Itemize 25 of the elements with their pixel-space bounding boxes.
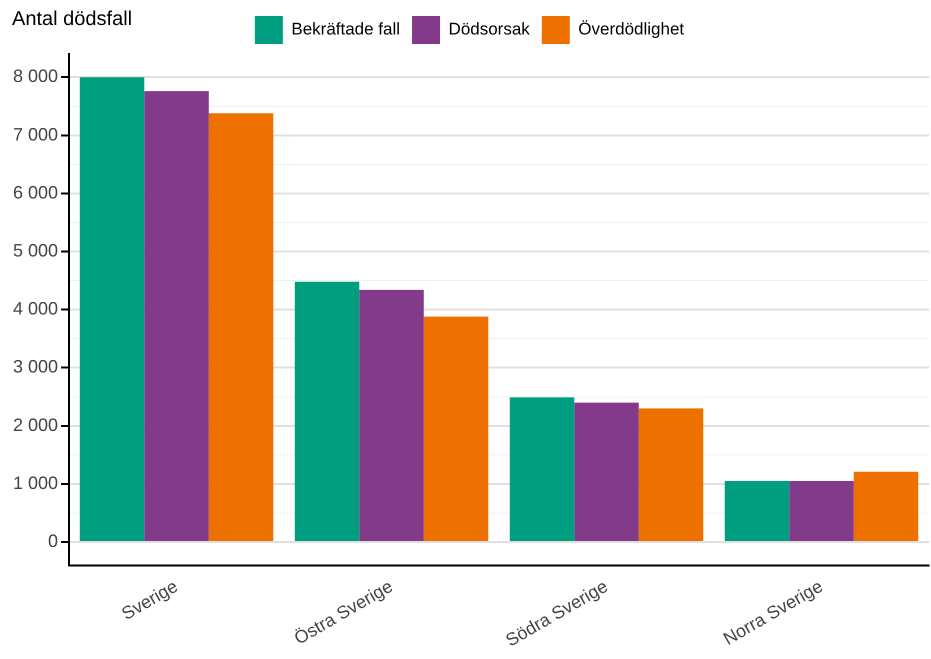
y-tick-label: 4 000 (12, 298, 58, 319)
legend-label: Överdödlighet (578, 20, 684, 39)
bar (294, 282, 360, 542)
y-tick-label: 2 000 (12, 414, 58, 435)
y-axis-title: Antal dödsfall (12, 8, 132, 31)
bar (80, 77, 144, 542)
bar (144, 91, 209, 542)
bar (574, 402, 639, 542)
bar (359, 290, 424, 542)
y-tick-label: 1 000 (12, 472, 58, 493)
y-tick-label: 7 000 (12, 124, 58, 144)
legend-label: Dödsorsak (448, 20, 530, 39)
bar (424, 316, 488, 542)
bar (510, 397, 574, 542)
y-tick-label: 8 000 (12, 66, 58, 86)
bar (208, 113, 274, 542)
y-tick-label: 6 000 (12, 182, 58, 202)
bar (724, 481, 790, 542)
bar (638, 408, 704, 542)
legend-label: Bekräftade fall (291, 20, 400, 39)
y-tick-label: 3 000 (12, 356, 58, 377)
y-tick-label: 5 000 (12, 240, 58, 260)
y-tick-label: 0 (48, 530, 58, 551)
bar (789, 481, 854, 542)
bar (854, 472, 918, 542)
